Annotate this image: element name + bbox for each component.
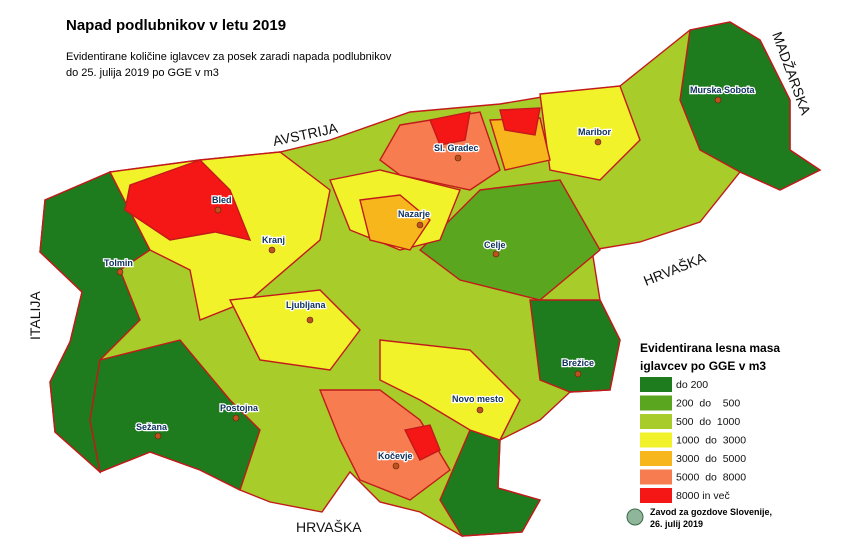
city-dot bbox=[214, 206, 222, 214]
city-dots bbox=[116, 96, 722, 470]
legend-swatch bbox=[640, 432, 672, 448]
city-dot bbox=[714, 96, 722, 104]
legend-title: Evidentirana lesna masa bbox=[640, 341, 780, 355]
city-dot bbox=[392, 462, 400, 470]
city-label: Bled bbox=[212, 195, 232, 205]
region bbox=[418, 179, 601, 301]
city-label: Postojna bbox=[220, 403, 259, 413]
city-dot bbox=[306, 316, 314, 324]
city-label: Sežana bbox=[136, 422, 168, 432]
legend-label: 500 do 1000 bbox=[676, 416, 740, 428]
region bbox=[379, 339, 521, 441]
legend-swatch bbox=[640, 488, 672, 503]
region bbox=[403, 424, 441, 461]
region bbox=[379, 111, 501, 191]
legend-label: 1000 do 3000 bbox=[676, 435, 746, 447]
legend-swatch bbox=[640, 451, 672, 466]
map bbox=[39, 21, 822, 537]
legend-label: 3000 do 5000 bbox=[676, 453, 746, 465]
legend: do 200 200 do 500 500 do 1000 1000 do 3000 3… bbox=[640, 377, 746, 503]
region bbox=[318, 389, 451, 501]
city-dot bbox=[232, 414, 240, 422]
legend-label: 5000 do 8000 bbox=[676, 472, 746, 484]
legend-swatch bbox=[640, 469, 672, 485]
source: 26. julij 2019 bbox=[650, 519, 703, 529]
logo bbox=[626, 508, 644, 526]
region bbox=[359, 194, 431, 251]
city-label: Ljubljana bbox=[286, 300, 326, 310]
city-label: Sl. Gradec bbox=[434, 143, 479, 153]
city-label: Celje bbox=[484, 240, 506, 250]
city-label: Kočevje bbox=[378, 451, 413, 461]
region bbox=[124, 159, 252, 241]
legend-label: 200 do 500 bbox=[676, 398, 740, 410]
country-label: HRVAŠKA bbox=[296, 519, 362, 535]
city-label: Novo mesto bbox=[452, 394, 504, 404]
city-dot bbox=[268, 246, 276, 254]
country-label: HRVAŠKA bbox=[641, 249, 708, 289]
city-label: Brežice bbox=[562, 358, 594, 368]
legend-label: 8000 in več bbox=[676, 490, 730, 502]
legend-title: iglavcev po GGE v m3 bbox=[640, 359, 766, 373]
country-label: ITALIJA bbox=[27, 291, 43, 340]
legend-swatch bbox=[640, 377, 672, 392]
source: Zavod za gozdove Slovenije, bbox=[650, 507, 772, 517]
title: Napad podlubnikov v letu 2019 bbox=[66, 17, 286, 34]
city-label: Murska Sobota bbox=[690, 85, 756, 95]
region bbox=[499, 107, 541, 136]
city-dot bbox=[454, 154, 462, 162]
city-dot bbox=[574, 370, 582, 378]
city-label: Nazarje bbox=[398, 209, 430, 219]
legend-swatch bbox=[640, 395, 672, 411]
source-logo: Zavod za gozdove Slovenije, 26. julij 20… bbox=[626, 507, 772, 529]
city-label: Tolmin bbox=[104, 258, 133, 268]
legend-swatch bbox=[640, 414, 672, 429]
city-label: Kranj bbox=[262, 235, 285, 245]
region bbox=[429, 111, 471, 146]
city-dot bbox=[594, 138, 602, 146]
city-labels: Murska Sobota Maribor Sl. Gradec Bled Kr… bbox=[103, 84, 757, 463]
region bbox=[228, 289, 361, 371]
legend-label: do 200 bbox=[676, 379, 708, 391]
city-dot bbox=[154, 432, 162, 440]
region bbox=[439, 429, 542, 537]
city-dot bbox=[476, 406, 484, 414]
city-dot bbox=[416, 221, 424, 229]
city-label: Maribor bbox=[578, 127, 612, 137]
region bbox=[89, 339, 261, 491]
city-dot bbox=[116, 268, 124, 276]
region bbox=[679, 21, 822, 191]
region bbox=[529, 299, 621, 393]
city-dot bbox=[492, 250, 500, 258]
subtitle: do 25. julija 2019 po GGE v m3 bbox=[66, 67, 219, 79]
subtitle: Evidentirane količine iglavcev za posek … bbox=[66, 51, 392, 63]
